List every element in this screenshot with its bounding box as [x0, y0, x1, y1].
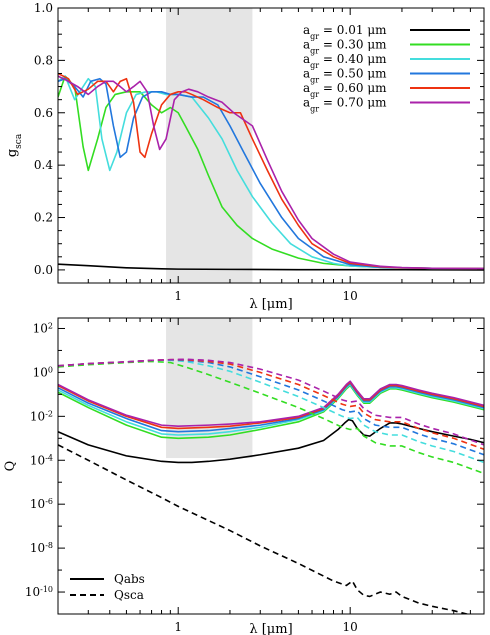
x-tick-label: 10 [343, 289, 358, 303]
series-line-7 [58, 360, 484, 475]
series-line-2 [58, 384, 484, 440]
y-tick-label: 1.0 [34, 1, 53, 15]
series-group [58, 72, 484, 271]
series-line-0 [58, 418, 484, 464]
legend-bottom: Qabs Qsca [70, 572, 145, 602]
bottom-panel-q: 1 10 102 100 10-2 10-4 10-6 10-8 10-10 λ [μm] Q Qab… [3, 317, 485, 635]
legend-entry: Qabs [114, 572, 145, 586]
series-line-6 [58, 380, 484, 428]
series-line-4 [58, 72, 484, 270]
shaded-wavelength-band [166, 8, 253, 283]
y-axis-label: gsca [5, 133, 24, 157]
y-tick-label: 10-6 [30, 497, 53, 512]
y-tick-label: 10-8 [30, 541, 53, 556]
series-line-1 [58, 75, 484, 270]
legend-entry: agr = 0.01 μm [303, 23, 387, 41]
y-tick-label: 100 [33, 365, 53, 380]
y-tick-label: 0.8 [34, 53, 53, 67]
y-tick-label: 10-2 [30, 409, 53, 424]
legend-entry: agr = 0.30 μm [303, 38, 387, 56]
legend-entry: agr = 0.70 μm [303, 96, 387, 114]
y-tick-label: 0.6 [34, 106, 53, 120]
x-tick-label: 1 [174, 620, 182, 634]
top-panel-g-sca: 1 10 0.0 0.2 0.4 0.6 0.8 1.0 λ [μm] gsca agr = 0.0… [5, 1, 485, 312]
x-tick-label: 1 [174, 289, 182, 303]
series-line-3 [58, 77, 484, 270]
y-axis-label: Q [3, 461, 18, 472]
series-line-9 [58, 359, 484, 456]
series-line-0 [58, 263, 484, 271]
legend-entry: agr = 0.50 μm [303, 67, 387, 85]
y-tick-label: 0.2 [34, 211, 53, 225]
series-line-10 [58, 358, 484, 451]
series-line-5 [58, 75, 484, 270]
x-axis-label: λ [μm] [249, 297, 292, 312]
legend-entry: Qsca [114, 588, 144, 602]
y-tick-label: 10-4 [30, 453, 53, 468]
x-axis-label: λ [μm] [249, 622, 292, 635]
y-tick-label: 102 [33, 321, 53, 336]
series-line-1 [58, 444, 470, 614]
series-line-11 [58, 358, 484, 446]
axes-frame [57, 317, 485, 615]
series-group [58, 358, 484, 614]
legend-entry: agr = 0.40 μm [303, 52, 387, 70]
series-line-2 [58, 75, 484, 270]
y-tick-label: 10-10 [25, 585, 53, 600]
y-tick-label: 0.4 [34, 158, 53, 172]
series-line-5 [58, 381, 484, 430]
y-tick-label: 0.0 [34, 263, 53, 277]
series-line-3 [58, 383, 484, 436]
x-tick-label: 10 [343, 620, 358, 634]
legend-entry: agr = 0.60 μm [303, 81, 387, 99]
axes-frame [57, 7, 485, 284]
series-line-4 [58, 382, 484, 433]
